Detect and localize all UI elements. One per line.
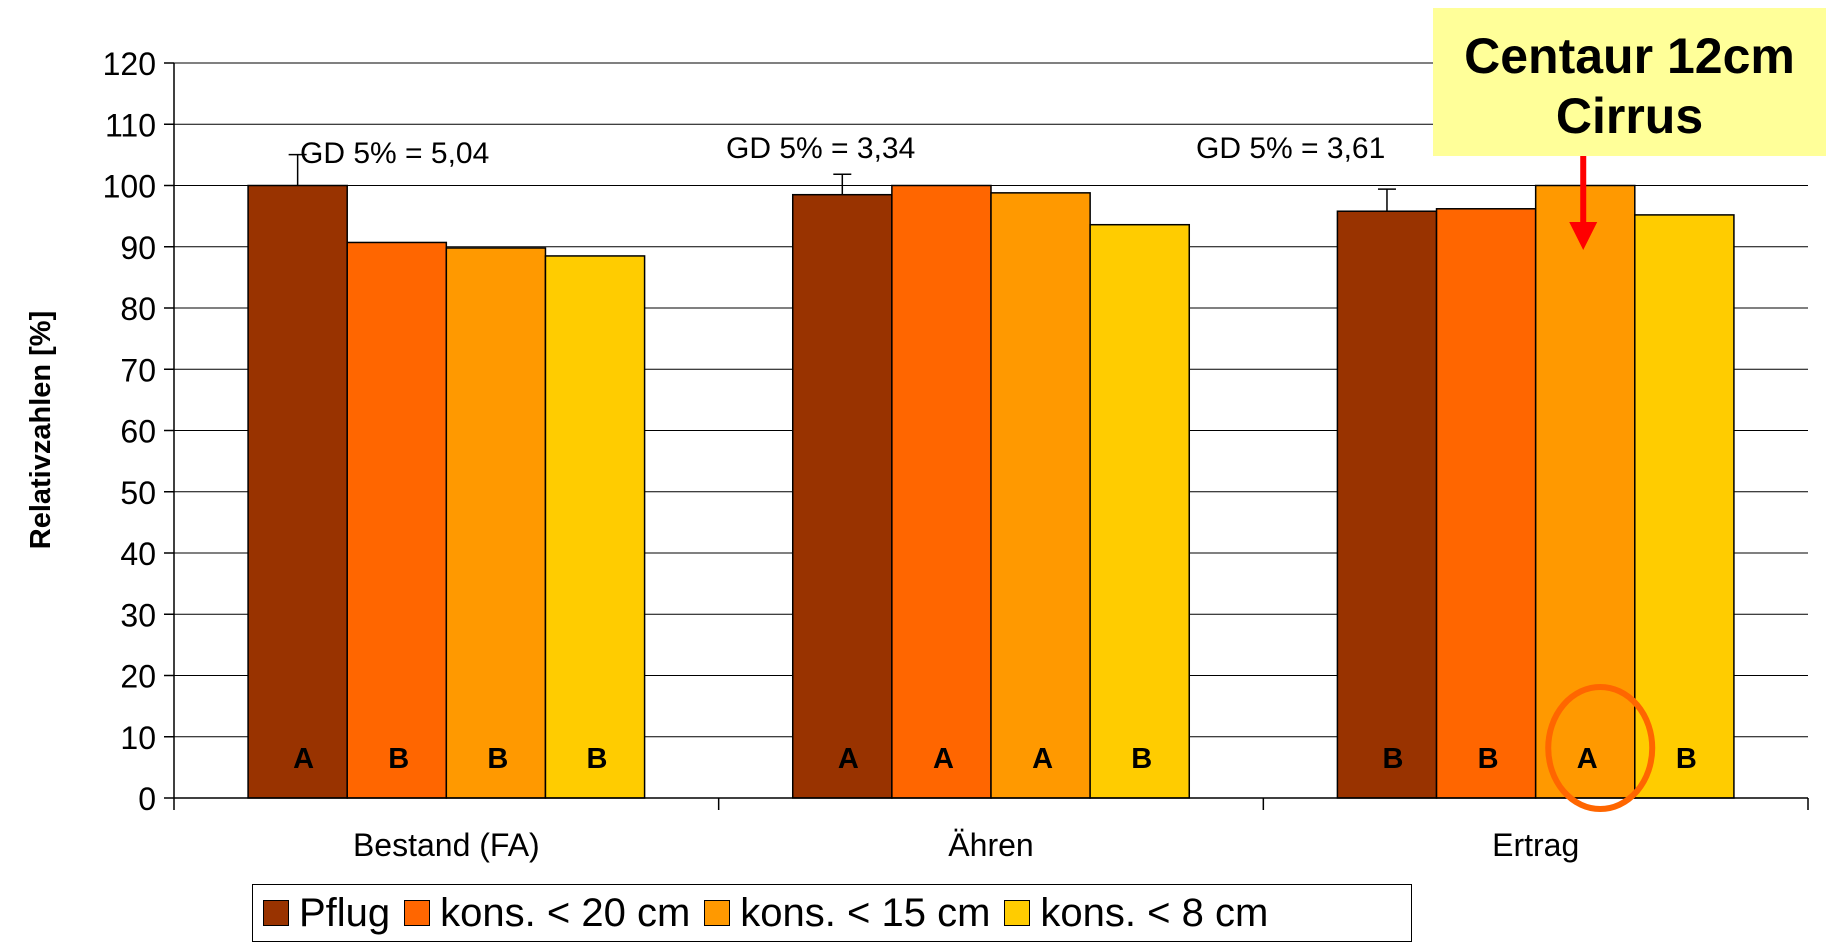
gd-annotation: GD 5% = 3,34 (726, 132, 915, 165)
arrow-head (1569, 222, 1598, 250)
significance-letter: A (933, 743, 954, 775)
y-tick-label: 60 (120, 414, 156, 450)
bar-group (247, 184, 1735, 799)
annotations: GD 5% = 5,04 GD 5% = 3,34 GD 5% = 3,61 (300, 132, 1385, 170)
legend-swatch (704, 900, 731, 926)
significance-letter: B (1478, 743, 1499, 775)
significance-letter: A (838, 743, 859, 775)
legend-label: kons. < 8 cm (1040, 890, 1269, 935)
legend-item: kons. < 20 cm (404, 891, 690, 936)
y-tick-label: 120 (103, 46, 156, 82)
callout-line-2: Cirrus (1555, 88, 1704, 144)
y-tick-label: 20 (120, 659, 156, 695)
bar (1089, 223, 1191, 799)
y-tick-label: 30 (120, 597, 156, 633)
y-tick-label: 110 (105, 107, 156, 143)
legend-swatch (404, 900, 431, 926)
bar (544, 255, 646, 799)
callout-line-1: Centaur 12cm (1464, 28, 1795, 84)
y-tick-label: 50 (120, 475, 156, 511)
gd-annotation: GD 5% = 5,04 (300, 137, 489, 170)
significance-letter: A (293, 743, 314, 775)
axes (164, 62, 1809, 810)
x-tick-labels: Bestand (FA) Ähren Ertrag (353, 827, 1579, 863)
legend-label: kons. < 20 cm (440, 890, 691, 935)
significance-letter: A (1577, 743, 1598, 775)
y-axis-label: Relativzahlen [%] (25, 311, 57, 550)
legend-label: kons. < 15 cm (740, 890, 991, 935)
legend: Pflug kons. < 20 cm kons. < 15 cm kons. < 8… (252, 884, 1412, 942)
y-tick-label: 100 (103, 169, 156, 205)
bar (891, 184, 992, 799)
highlight-circle (1545, 684, 1656, 812)
x-tick-label: Ertrag (1492, 827, 1579, 863)
y-tick-labels: 0 10 20 30 40 50 60 70 80 90 100 110 120 (103, 46, 156, 817)
arrow-icon (1569, 156, 1598, 250)
y-tick-label: 40 (120, 536, 156, 572)
bar (1435, 208, 1537, 799)
x-tick-label: Ähren (948, 827, 1033, 863)
bar-chart: 0 10 20 30 40 50 60 70 80 90 100 110 120 Bestand (FA… (25, 46, 1809, 863)
legend-item: kons. < 15 cm (704, 891, 990, 936)
bar (1534, 184, 1636, 799)
y-tick-label: 0 (138, 781, 156, 817)
significance-letter: B (1131, 743, 1152, 775)
significance-letter: B (1676, 743, 1697, 775)
legend-swatch (263, 900, 289, 926)
bar (1336, 210, 1438, 799)
error-bars (288, 153, 1396, 212)
legend-item: kons. < 8 cm (1004, 891, 1268, 936)
significance-letter: B (1382, 743, 1403, 775)
significance-letter: A (1032, 743, 1053, 775)
significance-letter: B (587, 743, 608, 775)
bar (990, 192, 1091, 799)
significance-letter: B (487, 743, 508, 775)
x-tick-label: Bestand (FA) (353, 827, 540, 863)
highlight-circle (1545, 684, 1656, 812)
legend-label: Pflug (299, 890, 391, 935)
bar (346, 241, 448, 799)
bar (247, 184, 348, 799)
y-tick-label: 90 (120, 230, 156, 266)
significance-letter: B (388, 743, 409, 775)
bar (791, 193, 893, 799)
y-tick-label: 10 (120, 720, 156, 756)
y-tick-label: 70 (120, 352, 156, 388)
bar (445, 247, 547, 799)
callout-box: Centaur 12cm Cirrus (1433, 8, 1826, 156)
gd-annotation: GD 5% = 3,61 (1196, 132, 1385, 165)
bar (1634, 214, 1735, 799)
legend-swatch (1004, 900, 1031, 926)
legend-item: Pflug (263, 891, 390, 936)
y-tick-label: 80 (120, 291, 156, 327)
